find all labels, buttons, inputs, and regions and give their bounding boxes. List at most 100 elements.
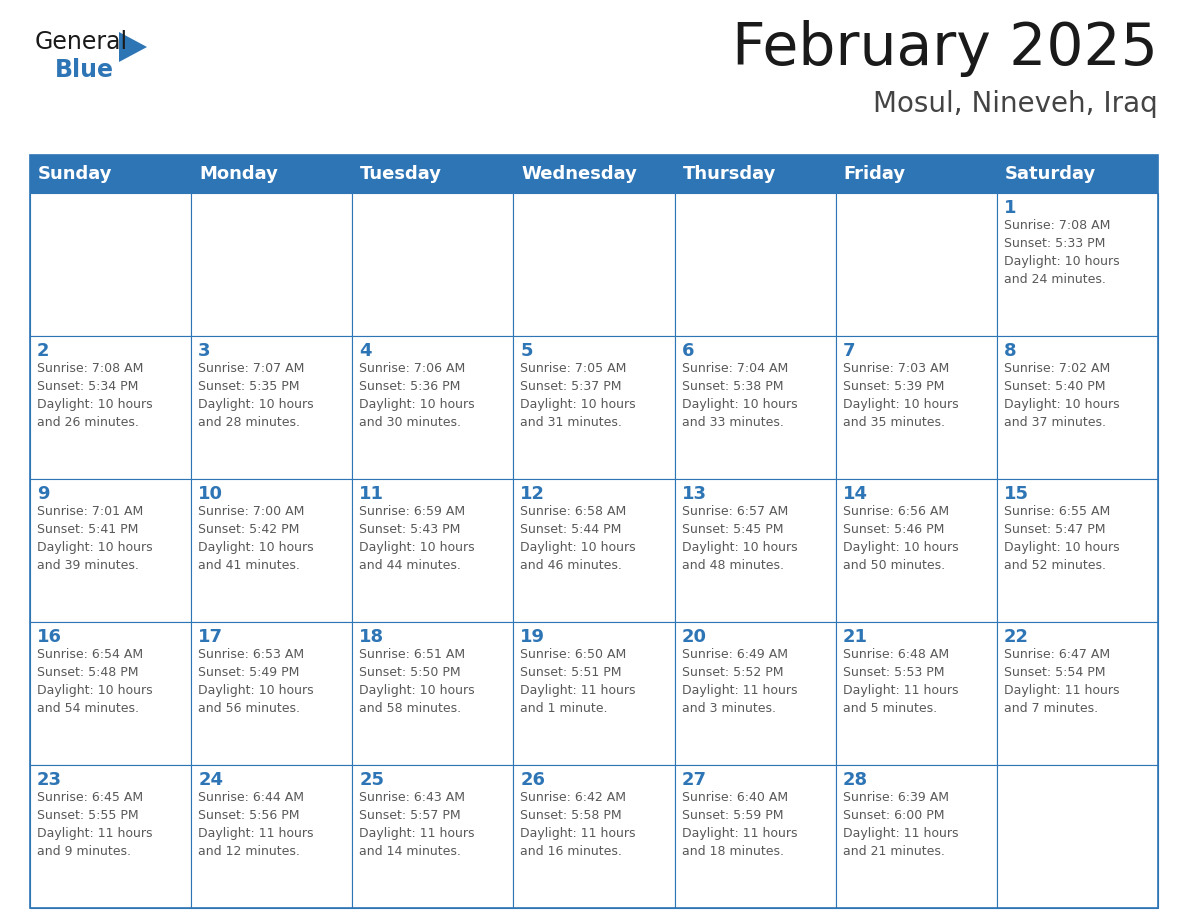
Text: Saturday: Saturday [1005,165,1097,183]
Bar [191,336,353,479]
Bar [513,336,675,479]
Text: Sunrise: 7:03 AM
Sunset: 5:39 PM
Daylight: 10 hours
and 35 minutes.: Sunrise: 7:03 AM Sunset: 5:39 PM Dayligh… [842,362,959,429]
Text: Sunrise: 6:53 AM
Sunset: 5:49 PM
Daylight: 10 hours
and 56 minutes.: Sunrise: 6:53 AM Sunset: 5:49 PM Dayligh… [198,648,314,715]
Bar [997,765,1158,908]
Text: Sunrise: 6:51 AM
Sunset: 5:50 PM
Daylight: 10 hours
and 58 minutes.: Sunrise: 6:51 AM Sunset: 5:50 PM Dayligh… [359,648,475,715]
Bar [997,479,1158,622]
Text: Sunrise: 7:02 AM
Sunset: 5:40 PM
Daylight: 10 hours
and 37 minutes.: Sunrise: 7:02 AM Sunset: 5:40 PM Dayligh… [1004,362,1119,429]
Bar [353,336,513,479]
Text: 9: 9 [37,485,50,503]
Bar [675,765,835,908]
Bar [30,155,1158,908]
Bar [513,765,675,908]
Bar [835,479,997,622]
Text: February 2025: February 2025 [732,20,1158,77]
Text: 11: 11 [359,485,384,503]
Text: Sunrise: 6:45 AM
Sunset: 5:55 PM
Daylight: 11 hours
and 9 minutes.: Sunrise: 6:45 AM Sunset: 5:55 PM Dayligh… [37,791,152,858]
Text: 27: 27 [682,771,707,789]
Text: Sunrise: 7:00 AM
Sunset: 5:42 PM
Daylight: 10 hours
and 41 minutes.: Sunrise: 7:00 AM Sunset: 5:42 PM Dayligh… [198,505,314,572]
Text: Sunrise: 6:48 AM
Sunset: 5:53 PM
Daylight: 11 hours
and 5 minutes.: Sunrise: 6:48 AM Sunset: 5:53 PM Dayligh… [842,648,959,715]
Bar [353,622,513,765]
Text: Sunrise: 6:39 AM
Sunset: 6:00 PM
Daylight: 11 hours
and 21 minutes.: Sunrise: 6:39 AM Sunset: 6:00 PM Dayligh… [842,791,959,858]
Text: Tuesday: Tuesday [360,165,442,183]
Bar [191,155,353,193]
Text: 28: 28 [842,771,868,789]
Text: Thursday: Thursday [683,165,776,183]
Text: Sunrise: 7:04 AM
Sunset: 5:38 PM
Daylight: 10 hours
and 33 minutes.: Sunrise: 7:04 AM Sunset: 5:38 PM Dayligh… [682,362,797,429]
Text: 22: 22 [1004,628,1029,646]
Text: Sunday: Sunday [38,165,113,183]
Bar [513,155,675,193]
Bar [835,765,997,908]
Text: 16: 16 [37,628,62,646]
Text: 15: 15 [1004,485,1029,503]
Bar [997,336,1158,479]
Bar [835,336,997,479]
Text: 18: 18 [359,628,385,646]
Text: Mosul, Nineveh, Iraq: Mosul, Nineveh, Iraq [873,90,1158,118]
Bar [675,622,835,765]
Text: 5: 5 [520,342,533,360]
Text: 26: 26 [520,771,545,789]
Bar [30,193,191,336]
Bar [191,193,353,336]
Text: Sunrise: 7:07 AM
Sunset: 5:35 PM
Daylight: 10 hours
and 28 minutes.: Sunrise: 7:07 AM Sunset: 5:35 PM Dayligh… [198,362,314,429]
Text: 21: 21 [842,628,867,646]
Text: Sunrise: 6:47 AM
Sunset: 5:54 PM
Daylight: 11 hours
and 7 minutes.: Sunrise: 6:47 AM Sunset: 5:54 PM Dayligh… [1004,648,1119,715]
Text: Sunrise: 6:54 AM
Sunset: 5:48 PM
Daylight: 10 hours
and 54 minutes.: Sunrise: 6:54 AM Sunset: 5:48 PM Dayligh… [37,648,152,715]
Text: Wednesday: Wednesday [522,165,637,183]
Text: 2: 2 [37,342,50,360]
Text: Sunrise: 6:44 AM
Sunset: 5:56 PM
Daylight: 11 hours
and 12 minutes.: Sunrise: 6:44 AM Sunset: 5:56 PM Dayligh… [198,791,314,858]
Polygon shape [119,32,147,62]
Text: Friday: Friday [843,165,905,183]
Text: 20: 20 [682,628,707,646]
Text: 7: 7 [842,342,855,360]
Bar [353,479,513,622]
Bar [30,479,191,622]
Bar [191,479,353,622]
Text: 24: 24 [198,771,223,789]
Bar [191,622,353,765]
Text: Sunrise: 6:49 AM
Sunset: 5:52 PM
Daylight: 11 hours
and 3 minutes.: Sunrise: 6:49 AM Sunset: 5:52 PM Dayligh… [682,648,797,715]
Bar [835,155,997,193]
Bar [191,765,353,908]
Text: 19: 19 [520,628,545,646]
Text: Sunrise: 7:06 AM
Sunset: 5:36 PM
Daylight: 10 hours
and 30 minutes.: Sunrise: 7:06 AM Sunset: 5:36 PM Dayligh… [359,362,475,429]
Text: Sunrise: 6:57 AM
Sunset: 5:45 PM
Daylight: 10 hours
and 48 minutes.: Sunrise: 6:57 AM Sunset: 5:45 PM Dayligh… [682,505,797,572]
Bar [513,193,675,336]
Bar [30,765,191,908]
Text: 4: 4 [359,342,372,360]
Bar [30,155,191,193]
Text: Sunrise: 7:05 AM
Sunset: 5:37 PM
Daylight: 10 hours
and 31 minutes.: Sunrise: 7:05 AM Sunset: 5:37 PM Dayligh… [520,362,636,429]
Text: Sunrise: 7:08 AM
Sunset: 5:34 PM
Daylight: 10 hours
and 26 minutes.: Sunrise: 7:08 AM Sunset: 5:34 PM Dayligh… [37,362,152,429]
Bar [997,193,1158,336]
Bar [513,479,675,622]
Bar [675,336,835,479]
Text: Sunrise: 6:56 AM
Sunset: 5:46 PM
Daylight: 10 hours
and 50 minutes.: Sunrise: 6:56 AM Sunset: 5:46 PM Dayligh… [842,505,959,572]
Text: 14: 14 [842,485,867,503]
Text: Sunrise: 6:42 AM
Sunset: 5:58 PM
Daylight: 11 hours
and 16 minutes.: Sunrise: 6:42 AM Sunset: 5:58 PM Dayligh… [520,791,636,858]
Text: 25: 25 [359,771,384,789]
Bar [30,336,191,479]
Bar [675,193,835,336]
Text: Monday: Monday [200,165,278,183]
Text: Sunrise: 6:58 AM
Sunset: 5:44 PM
Daylight: 10 hours
and 46 minutes.: Sunrise: 6:58 AM Sunset: 5:44 PM Dayligh… [520,505,636,572]
Text: 12: 12 [520,485,545,503]
Text: Blue: Blue [55,58,114,82]
Text: 23: 23 [37,771,62,789]
Bar [997,622,1158,765]
Text: Sunrise: 6:50 AM
Sunset: 5:51 PM
Daylight: 11 hours
and 1 minute.: Sunrise: 6:50 AM Sunset: 5:51 PM Dayligh… [520,648,636,715]
Bar [353,193,513,336]
Text: General: General [34,30,128,54]
Text: 6: 6 [682,342,694,360]
Text: Sunrise: 6:43 AM
Sunset: 5:57 PM
Daylight: 11 hours
and 14 minutes.: Sunrise: 6:43 AM Sunset: 5:57 PM Dayligh… [359,791,475,858]
Text: 1: 1 [1004,199,1017,217]
Bar [835,193,997,336]
Text: Sunrise: 7:08 AM
Sunset: 5:33 PM
Daylight: 10 hours
and 24 minutes.: Sunrise: 7:08 AM Sunset: 5:33 PM Dayligh… [1004,219,1119,286]
Text: 17: 17 [198,628,223,646]
Bar [675,155,835,193]
Text: 10: 10 [198,485,223,503]
Text: 13: 13 [682,485,707,503]
Bar [675,479,835,622]
Bar [353,155,513,193]
